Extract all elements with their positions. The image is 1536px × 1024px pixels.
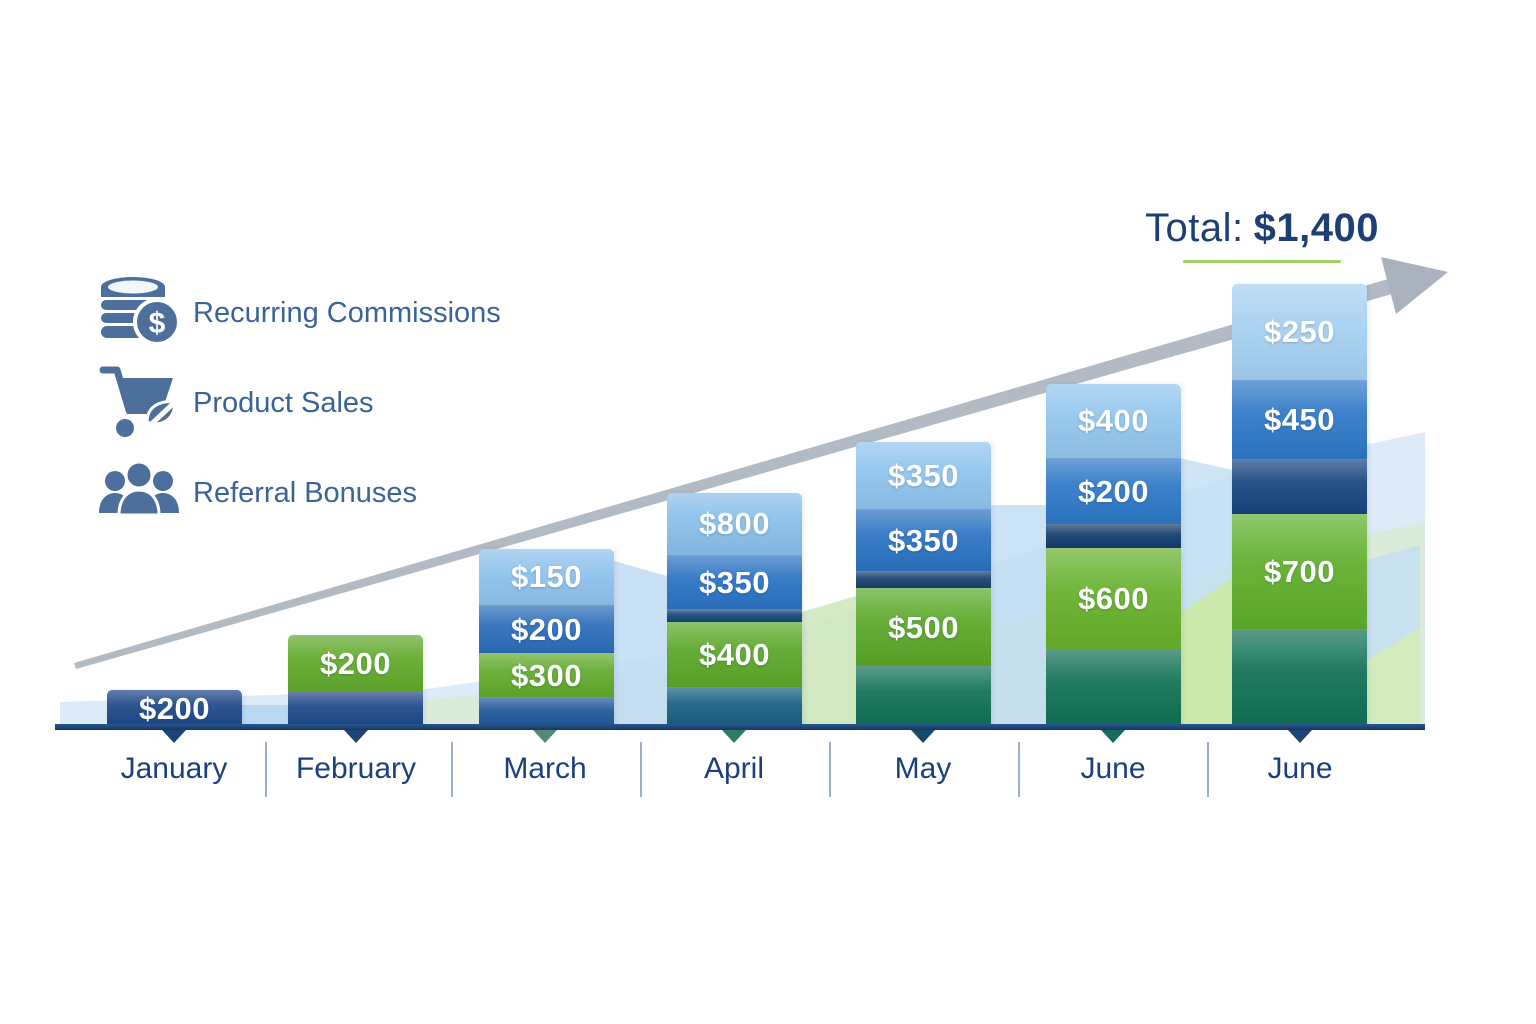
segment-value-label: $800: [699, 506, 770, 541]
segment-value-label: $200: [511, 611, 582, 647]
month-divider: [640, 742, 642, 797]
segment-value-label: $600: [1078, 581, 1149, 616]
coins-icon: $: [95, 275, 187, 351]
month-label: June: [1080, 752, 1146, 785]
bar-segment: $400: [1046, 384, 1181, 458]
axis-marker-triangle: [911, 730, 935, 743]
segment-value-label: $700: [1264, 554, 1335, 589]
axis-marker-triangle: [533, 730, 557, 743]
month-divider: [265, 742, 267, 797]
month-divider: [829, 742, 831, 797]
bar-segment: $600: [1046, 548, 1181, 649]
svg-text:$: $: [149, 307, 166, 340]
bar-column: $800 $350 $400: [667, 493, 802, 728]
bar-column: $400 $200 $600: [1046, 384, 1181, 728]
axis-marker-triangle: [344, 730, 368, 743]
bar-column: $200: [107, 690, 242, 728]
bar-segment: $400: [667, 622, 802, 687]
segment-value-label: $250: [1264, 314, 1335, 349]
axis-marker-triangle: [162, 730, 186, 743]
segment-value-label: $150: [511, 559, 582, 594]
month-label: January: [120, 752, 228, 785]
bar-column: $350 $350 $500: [856, 442, 991, 728]
bar-segment: $250: [1232, 284, 1367, 380]
legend-label: Referral Bonuses: [193, 476, 418, 509]
bar-segment: $200: [1046, 458, 1181, 524]
segment-value-label: $400: [699, 637, 770, 672]
bar-segment: [667, 609, 802, 622]
bar-segment: $200: [107, 690, 242, 728]
axis-marker-triangle: [1101, 730, 1125, 743]
segment-value-label: $300: [511, 657, 582, 693]
bar-segment: $350: [667, 555, 802, 609]
bar-segment: [667, 687, 802, 728]
segment-value-label: $350: [888, 522, 959, 558]
bar-segment: $200: [288, 635, 423, 692]
total-callout: Total: $1,400: [1142, 206, 1382, 263]
month-divider: [1207, 742, 1209, 797]
bar-segment: [1046, 649, 1181, 728]
month-label: February: [295, 752, 417, 785]
axis-marker-triangle: [722, 730, 746, 743]
bar-segment: [1046, 524, 1181, 548]
bar-segment: [479, 697, 614, 728]
legend-label: Product Sales: [193, 386, 374, 419]
segment-value-label: $200: [1078, 473, 1149, 509]
bar-segment: $700: [1232, 514, 1367, 629]
legend-item-referral-bonuses: Referral Bonuses: [95, 452, 501, 534]
axis-marker-triangle: [1288, 730, 1312, 743]
month-label: March: [503, 752, 587, 785]
bar-segment: $350: [856, 442, 991, 509]
month-label: April: [703, 752, 764, 785]
legend: $ Recurring Commissions Product Sales: [95, 272, 501, 542]
bar-segment: $300: [479, 653, 614, 697]
bar-segment: [856, 666, 991, 728]
people-icon: [95, 461, 187, 525]
bar-segment: $200: [479, 605, 614, 653]
month-label: May: [894, 752, 952, 785]
bar-segment: $450: [1232, 380, 1367, 459]
bar-segment: [1232, 629, 1367, 728]
segment-value-label: $200: [139, 691, 210, 726]
month-divider: [1018, 742, 1020, 797]
bar-segment: $150: [479, 549, 614, 605]
bar-segment: [856, 571, 991, 588]
legend-item-recurring-commissions: $ Recurring Commissions: [95, 272, 501, 354]
segment-value-label: $350: [699, 564, 770, 600]
x-axis-line: [55, 724, 1425, 730]
segment-value-label: $200: [320, 645, 391, 681]
total-amount: $1,400: [1253, 206, 1379, 250]
bar-column: $250 $450 $700: [1232, 284, 1367, 728]
segment-value-label: $350: [888, 457, 959, 493]
bar-segment: $350: [856, 509, 991, 571]
cart-icon: [95, 362, 187, 444]
segment-value-label: $500: [888, 609, 959, 645]
bar-segment: $500: [856, 588, 991, 666]
bar-segment: [288, 692, 423, 728]
bar-segment: [1232, 459, 1367, 514]
month-divider: [451, 742, 453, 797]
total-label: Total:: [1145, 206, 1244, 250]
segment-value-label: $400: [1078, 403, 1149, 438]
bar-segment: $800: [667, 493, 802, 555]
month-label: June: [1267, 752, 1333, 785]
segment-value-label: $450: [1264, 402, 1335, 437]
bar-column: $150 $200 $300: [479, 549, 614, 728]
total-underline: [1183, 260, 1341, 263]
bar-column: $200: [288, 635, 423, 728]
legend-item-product-sales: Product Sales: [95, 362, 501, 444]
legend-label: Recurring Commissions: [193, 296, 501, 329]
